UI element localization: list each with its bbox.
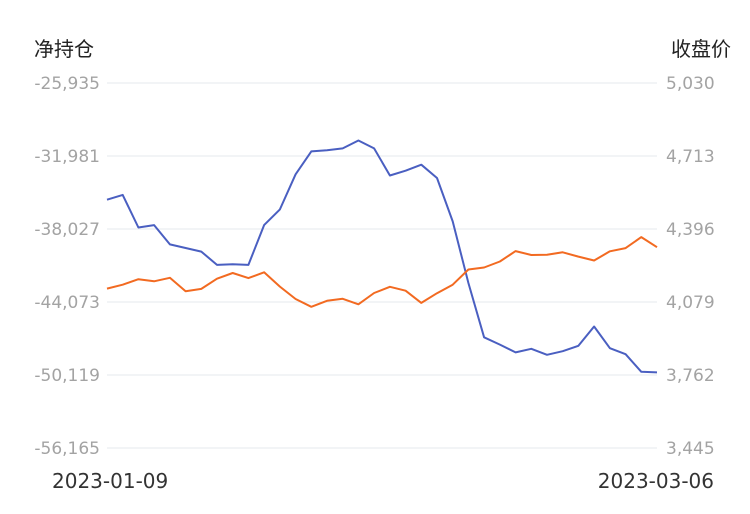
tick-labels: -25,935 5,030 -31,981 4,713 -38,027 4,396 -44,… bbox=[34, 74, 714, 459]
left-tick-label: -56,165 bbox=[34, 439, 100, 459]
close-price-line bbox=[106, 236, 658, 308]
right-tick-label: 4,396 bbox=[666, 220, 715, 240]
left-axis-title: 净持仓 bbox=[34, 37, 94, 61]
left-tick-label: -50,119 bbox=[34, 366, 100, 386]
x-axis-start-label: 2023-01-09 bbox=[52, 469, 168, 493]
left-tick-label: -44,073 bbox=[34, 293, 100, 313]
right-tick-label: 4,713 bbox=[666, 147, 715, 167]
right-tick-label: 4,079 bbox=[666, 293, 715, 313]
left-tick-label: -25,935 bbox=[34, 74, 100, 94]
right-tick-label: 5,030 bbox=[666, 74, 715, 94]
x-axis-end-label: 2023-03-06 bbox=[598, 469, 714, 493]
left-tick-label: -31,981 bbox=[34, 147, 100, 167]
right-tick-label: 3,445 bbox=[666, 439, 715, 459]
net-position-line bbox=[106, 139, 658, 374]
series-lines bbox=[106, 139, 658, 374]
right-tick-label: 3,762 bbox=[666, 366, 715, 386]
left-tick-label: -38,027 bbox=[34, 220, 100, 240]
gridlines bbox=[107, 82, 657, 449]
right-axis-title: 收盘价 bbox=[671, 37, 731, 61]
